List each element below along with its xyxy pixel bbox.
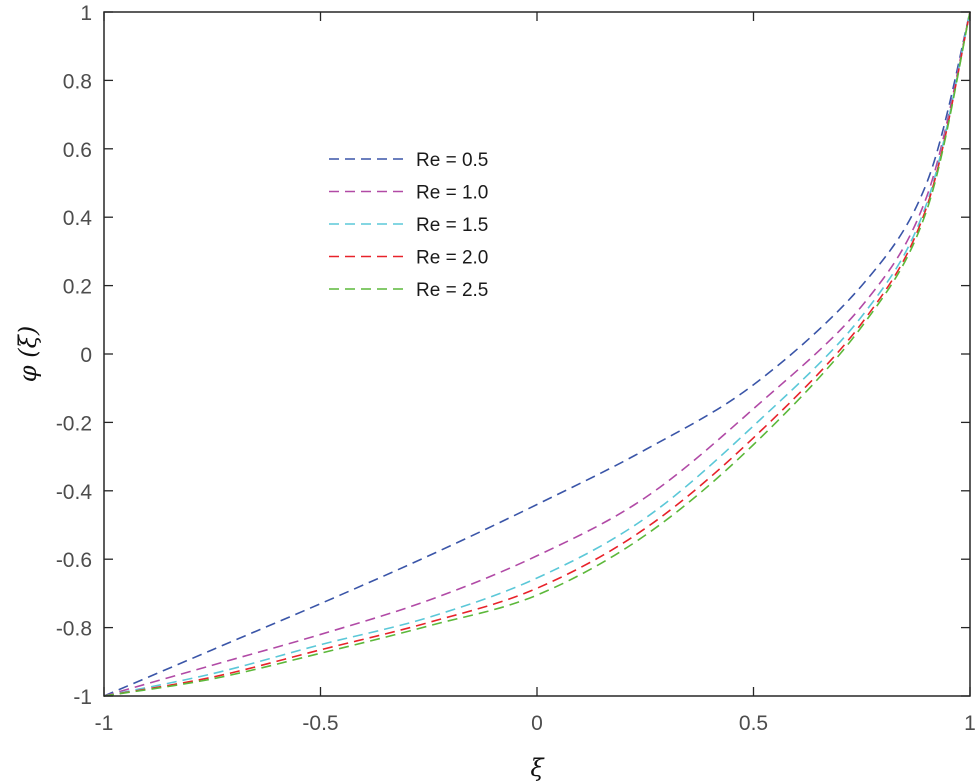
- y-tick-label: 0.6: [63, 139, 92, 162]
- y-tick-label: 0.8: [63, 70, 92, 93]
- series-line: [103, 11, 971, 697]
- legend-label: Re = 0.5: [416, 150, 488, 171]
- y-tick-label: 0.2: [63, 276, 92, 299]
- y-tick-label: -0.8: [56, 618, 92, 641]
- data-curves: [103, 11, 971, 697]
- y-tick-label: 0: [80, 344, 92, 367]
- y-tick-label: -0.6: [56, 549, 92, 572]
- y-tick-label: -0.2: [56, 412, 92, 435]
- x-axis-label: ξ: [530, 754, 545, 782]
- x-tick-label: 1: [964, 712, 976, 735]
- legend-label: Re = 2.5: [416, 280, 488, 301]
- series-line: [103, 11, 971, 697]
- y-axis-ticks: -1 -0.8 -0.6 -0.4 -0.2 0 0.2 0.4 0.6 0.8 1: [56, 2, 970, 709]
- y-axis-label: φ (ξ): [14, 326, 42, 382]
- series-line: [103, 11, 971, 697]
- y-tick-label: -0.4: [56, 481, 93, 504]
- legend-label: Re = 1.5: [416, 215, 488, 236]
- x-axis-ticks: -1 -0.5 0 0.5 1: [95, 12, 976, 735]
- y-tick-label: 0.4: [63, 207, 93, 230]
- x-tick-label: 0: [531, 712, 543, 735]
- series-line: [103, 11, 971, 697]
- y-tick-label: -1: [73, 686, 92, 709]
- legend: Re = 0.5 Re = 1.0 Re = 1.5 Re = 2.0 Re = 2.5: [329, 150, 488, 301]
- series-line: [103, 11, 971, 697]
- x-tick-label: -0.5: [302, 712, 338, 735]
- y-tick-label: 1: [80, 2, 92, 25]
- legend-label: Re = 1.0: [416, 183, 488, 204]
- legend-label: Re = 2.0: [416, 248, 488, 269]
- x-tick-label: 0.5: [739, 712, 768, 735]
- x-tick-label: -1: [95, 712, 114, 735]
